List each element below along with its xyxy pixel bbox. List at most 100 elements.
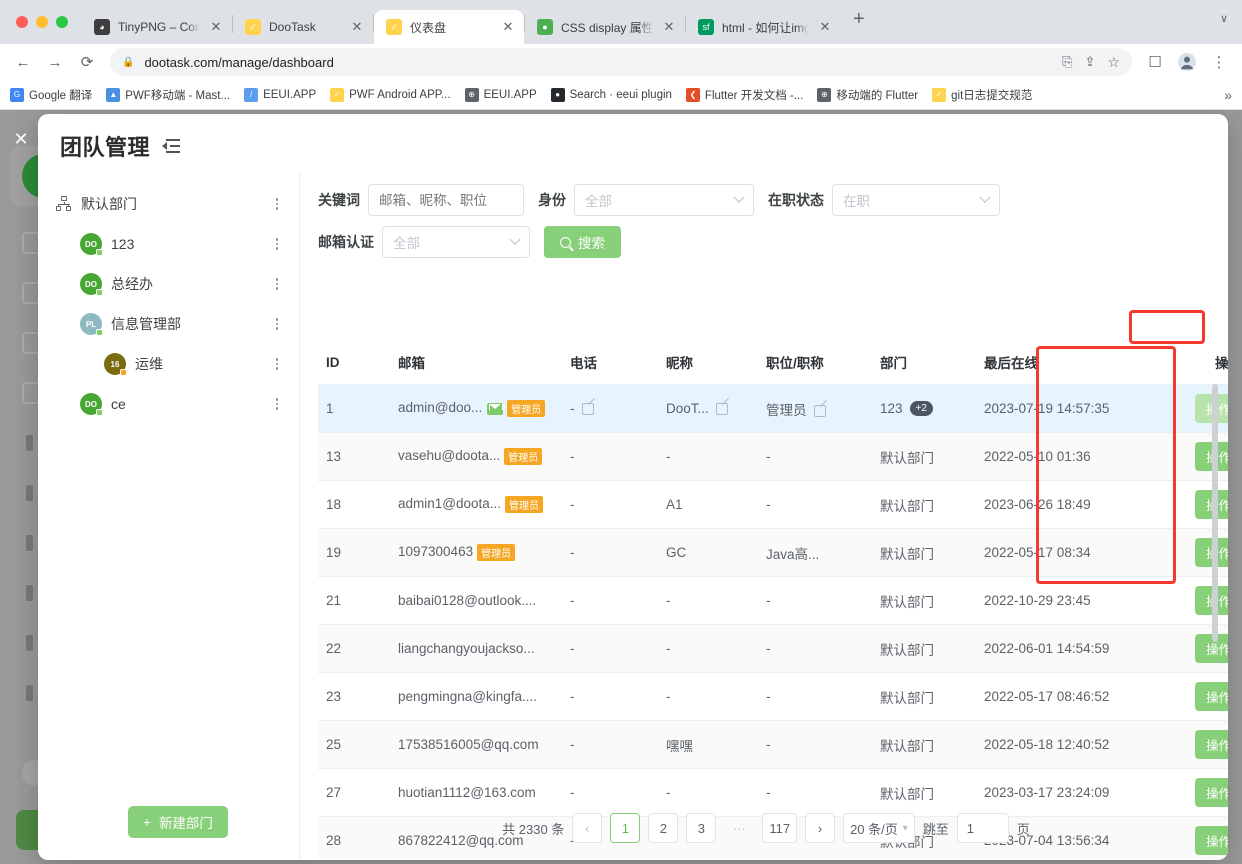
total-count-text: 共 2330 条 xyxy=(502,821,565,837)
bookmark-item[interactable]: G Google 翻译 xyxy=(10,87,92,103)
close-tab-icon[interactable]: ✕ xyxy=(502,19,514,34)
bookmark-item[interactable]: ⊕ 移动端的 Flutter xyxy=(817,87,918,103)
position-text: - xyxy=(766,593,771,608)
department-tree-item[interactable]: 16 运维 xyxy=(38,344,299,384)
last-page-button[interactable]: 117 xyxy=(762,813,798,843)
bookmark-favicon: ⊕ xyxy=(464,87,479,102)
table-row[interactable]: 22 liangchangyoujackso... - - - 默认部门 2022-06-0… xyxy=(318,624,1228,673)
page-button-2[interactable]: 2 xyxy=(648,813,679,843)
table-row[interactable]: 1 admin@doo... 管理员 - DooT... 管理员 123 +2 2023-07-… xyxy=(318,384,1228,433)
department-tree-item[interactable]: 默认部门 xyxy=(38,184,299,224)
table-row[interactable]: 18 admin1@doota... 管理员 - A1- 默认部门 2023-06-26 1… xyxy=(318,480,1228,529)
cell-phone: - xyxy=(562,768,658,817)
close-window-button[interactable] xyxy=(16,16,28,28)
table-row[interactable]: 27 huotian1112@163.com - - - 默认部门 2023-03-17 2… xyxy=(318,768,1228,817)
row-action-button[interactable]: 操作 xyxy=(1194,826,1228,855)
profile-icon[interactable] xyxy=(1172,47,1202,77)
dootask-icon: ✓ xyxy=(386,19,402,35)
share-icon[interactable]: ⇪ xyxy=(1084,54,1096,69)
browser-tab-active[interactable]: ✓ 仪表盘 ✕ xyxy=(374,10,524,44)
department-tree-item[interactable]: DO 总经办 xyxy=(38,264,299,304)
more-options-icon[interactable] xyxy=(269,196,285,212)
browser-tab[interactable]: ✓ DooTask ✕ xyxy=(233,10,373,44)
page-size-select[interactable]: 20 条/页 ▾ xyxy=(843,813,915,843)
edit-icon[interactable] xyxy=(813,404,826,417)
bookmark-star-icon[interactable]: ☆ xyxy=(1107,53,1120,70)
email-text: 1097300463 xyxy=(398,544,474,560)
more-options-icon[interactable] xyxy=(269,236,285,252)
row-action-button[interactable]: 操作 xyxy=(1194,634,1228,663)
back-icon[interactable]: ← xyxy=(15,53,31,71)
address-bar[interactable]: 🔒 dootask.com/manage/dashboard ⎘ ⇪ ☆ xyxy=(110,48,1132,76)
department-tree-item[interactable]: DO ce xyxy=(38,384,299,424)
tab-separator xyxy=(524,15,525,33)
bookmarks-overflow-icon[interactable]: » xyxy=(1224,86,1232,103)
bookmark-item[interactable]: ▲ PWF移动端 - Mast... xyxy=(106,87,230,103)
browser-tab[interactable]: sf html - 如何让img里的图片 ✕ xyxy=(686,10,841,44)
window-controls[interactable] xyxy=(12,0,82,44)
table-row[interactable]: 21 baibai0128@outlook.... - - - 默认部门 2022-10-2… xyxy=(318,576,1228,625)
table-row[interactable]: 13 vasehu@doota... 管理员 - - - 默认部门 2022-05-10 01… xyxy=(318,432,1228,481)
more-options-icon[interactable] xyxy=(269,396,285,412)
department-tree-item[interactable]: PL 信息管理部 xyxy=(38,304,299,344)
tab-search-button[interactable]: ∨ xyxy=(1219,12,1228,25)
panda-icon: ◕ xyxy=(94,19,110,35)
department-tree-item-label: 总经办 xyxy=(111,276,153,292)
mailauth-select[interactable]: 全部 xyxy=(382,226,530,258)
more-options-icon[interactable] xyxy=(269,316,285,332)
list-collapse-icon[interactable] xyxy=(162,139,181,153)
close-tab-icon[interactable]: ✕ xyxy=(663,19,675,34)
cell-action: 操作 xyxy=(1166,672,1228,721)
new-department-button[interactable]: + 新建部门 xyxy=(128,806,228,838)
table-row[interactable]: 23 pengmingna@kingfa.... - - - 默认部门 2022-05-17… xyxy=(318,672,1228,721)
row-action-button[interactable]: 操作 xyxy=(1194,586,1228,615)
edit-icon[interactable] xyxy=(581,403,594,416)
position-text: 管理员 xyxy=(766,402,807,418)
page-button-1[interactable]: 1 xyxy=(610,813,641,843)
prev-page-button[interactable]: ‹ xyxy=(572,813,603,843)
more-options-icon[interactable] xyxy=(269,356,285,372)
close-tab-icon[interactable]: ✕ xyxy=(819,19,831,34)
page-button-3[interactable]: 3 xyxy=(686,813,717,843)
row-action-button[interactable]: 操作 xyxy=(1194,490,1228,519)
translate-icon[interactable]: ⎘ xyxy=(1062,54,1073,69)
sidepanel-icon[interactable]: ☐ xyxy=(1148,54,1162,71)
search-button[interactable]: 搜索 xyxy=(544,226,621,258)
reload-icon[interactable]: ⟳ xyxy=(80,54,94,71)
table-scrollbar[interactable] xyxy=(1212,384,1218,642)
close-tab-icon[interactable]: ✕ xyxy=(210,19,222,34)
new-tab-button[interactable]: + xyxy=(853,8,865,30)
bookmark-item[interactable]: ✓ PWF Android APP... xyxy=(330,87,451,102)
next-page-button[interactable]: › xyxy=(805,813,836,843)
row-action-button[interactable]: 操作 xyxy=(1194,778,1228,807)
bookmark-item[interactable]: ⊕ EEUI.APP xyxy=(464,87,537,102)
close-overlay-icon[interactable]: ✕ xyxy=(13,129,29,149)
row-action-button[interactable]: 操作 xyxy=(1194,730,1228,759)
row-action-button[interactable]: 操作 xyxy=(1194,538,1228,567)
search-input[interactable] xyxy=(368,184,524,216)
browser-tab[interactable]: ● CSS display 属性 | 菜鸟教 ✕ xyxy=(525,10,685,44)
bookmark-item[interactable]: ✓ git日志提交规范 xyxy=(932,87,1032,103)
phone-text: - xyxy=(570,545,575,560)
table-row[interactable]: 19 1097300463 管理员 - GC Java高... 默认部门 2022-05-17… xyxy=(318,528,1228,577)
forward-icon[interactable]: → xyxy=(47,53,63,71)
identity-select[interactable]: 全部 xyxy=(574,184,754,216)
close-tab-icon[interactable]: ✕ xyxy=(351,19,363,34)
minimize-window-button[interactable] xyxy=(36,16,48,28)
table-row[interactable]: 25 17538516005@qq.com - 嘿嘿 - 默认部门 2022-05-18 1… xyxy=(318,720,1228,769)
department-tree-item[interactable]: DO 123 xyxy=(38,224,299,264)
edit-icon[interactable] xyxy=(715,403,728,416)
more-options-icon[interactable] xyxy=(269,276,285,292)
bookmark-item[interactable]: ● Search · eeui plugin xyxy=(550,87,672,102)
jump-suffix: 页 xyxy=(1016,821,1030,837)
row-action-button[interactable]: 操作 xyxy=(1194,682,1228,711)
cell-id: 27 xyxy=(318,768,390,817)
bookmark-item[interactable]: / EEUI.APP xyxy=(244,87,316,102)
status-select[interactable]: 在职 xyxy=(832,184,1000,216)
menu-icon[interactable]: ⋮ xyxy=(1211,54,1227,71)
bookmark-item[interactable]: ❮ Flutter 开发文档 -... xyxy=(685,87,803,103)
maximize-window-button[interactable] xyxy=(56,16,68,28)
status-badge xyxy=(120,369,127,376)
browser-tab[interactable]: ◕ TinyPNG – Compress We ✕ xyxy=(82,10,232,44)
jump-input[interactable]: 1 xyxy=(956,813,1009,843)
